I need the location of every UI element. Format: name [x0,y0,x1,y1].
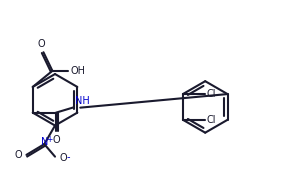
Text: -: - [67,152,70,162]
Text: O: O [52,135,60,145]
Text: +: + [46,135,52,144]
Text: O: O [38,39,46,49]
Text: O: O [59,153,67,163]
Text: OH: OH [70,66,85,76]
Text: Cl: Cl [206,115,216,125]
Text: O: O [15,150,22,160]
Text: Cl: Cl [206,89,216,99]
Text: N: N [41,137,49,147]
Text: NH: NH [75,95,90,105]
